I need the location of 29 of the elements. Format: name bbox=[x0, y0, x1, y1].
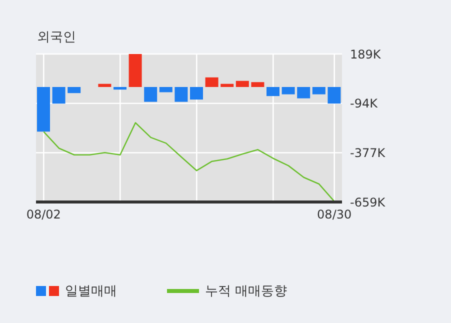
bar bbox=[205, 77, 218, 87]
bar bbox=[52, 86, 66, 104]
legend-label: 누적 매매동향 bbox=[205, 283, 288, 300]
bar bbox=[328, 86, 341, 104]
legend-label: 일별매매 bbox=[65, 283, 117, 300]
bar bbox=[220, 84, 234, 87]
x-tick-label: 08/30 bbox=[317, 208, 352, 222]
bar bbox=[68, 86, 81, 94]
y-tick-label: -659K bbox=[350, 195, 386, 210]
bar bbox=[190, 86, 203, 100]
bar bbox=[37, 86, 50, 132]
bar bbox=[282, 86, 295, 94]
bar bbox=[98, 84, 112, 87]
bar bbox=[297, 86, 310, 98]
bar bbox=[251, 82, 264, 87]
bar bbox=[174, 86, 188, 102]
bar bbox=[114, 86, 126, 90]
bar bbox=[128, 54, 142, 87]
y-tick-label: -94K bbox=[350, 96, 379, 111]
bar bbox=[159, 86, 172, 92]
bar bbox=[266, 86, 280, 96]
y-tick-label: 189K bbox=[350, 47, 382, 62]
y-tick-label: -377K bbox=[350, 146, 386, 160]
line-series bbox=[43, 122, 335, 202]
bar bbox=[236, 80, 249, 87]
bar bbox=[144, 86, 158, 102]
bar bbox=[312, 86, 326, 94]
x-tick-label: 08/02 bbox=[26, 208, 61, 222]
chart-title: 외국인 bbox=[37, 29, 76, 46]
